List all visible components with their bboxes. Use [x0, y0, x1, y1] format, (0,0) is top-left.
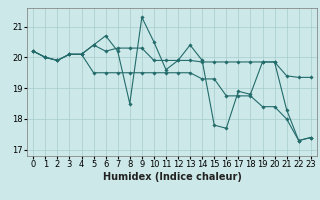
X-axis label: Humidex (Indice chaleur): Humidex (Indice chaleur): [103, 172, 241, 182]
